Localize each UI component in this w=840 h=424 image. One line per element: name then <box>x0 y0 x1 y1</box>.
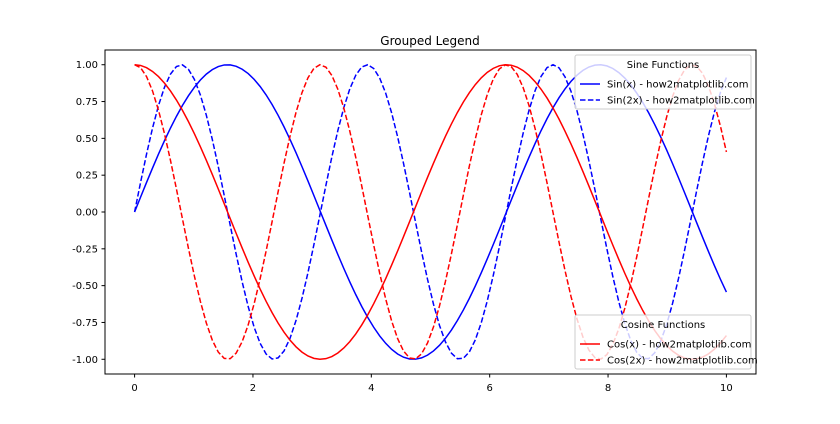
legend-box <box>574 314 752 370</box>
legend-entry-label: Sin(x) - how2matplotlib.com <box>607 80 749 91</box>
x-tick-label: 10 <box>720 383 733 394</box>
legend-title: Cosine Functions <box>621 320 706 331</box>
legend-sine: Sine Functions Sin(x) - how2matplotlib.co… <box>574 54 755 110</box>
legend-title: Sine Functions <box>627 60 700 71</box>
y-tick-label: 0.75 <box>76 97 98 108</box>
y-tick-label: 1.00 <box>76 60 98 71</box>
x-tick-label: 0 <box>131 383 137 394</box>
x-tick-label: 8 <box>605 383 611 394</box>
y-tick-label: -1.00 <box>72 355 98 366</box>
y-tick-label: 0.00 <box>76 208 98 219</box>
series-line-2 <box>134 63 727 361</box>
y-tick-label: 0.50 <box>76 134 98 145</box>
legend-entry-label: Cos(x) - how2matplotlib.com <box>607 340 751 351</box>
axes-frame <box>104 49 757 375</box>
series-line-3 <box>134 63 728 360</box>
x-tick-label: 2 <box>250 383 256 394</box>
chart-title: Grouped Legend <box>380 34 479 48</box>
y-tick-label: -0.75 <box>72 318 98 329</box>
legend-box <box>574 54 752 110</box>
x-tick-label: 6 <box>486 383 492 394</box>
legend-cosine: Cosine Functions Cos(x) - how2matplotlib.… <box>574 314 758 370</box>
x-tick-label: 4 <box>368 383 374 394</box>
legend-entry-label: Cos(2x) - how2matplotlib.com <box>607 356 758 367</box>
y-tick-label: -0.50 <box>72 281 98 292</box>
series-line-1 <box>133 63 728 360</box>
legend-entry-label: Sin(2x) - how2matplotlib.com <box>607 96 755 107</box>
y-tick-label: 0.25 <box>76 171 98 182</box>
y-tick-label: -0.25 <box>72 244 98 255</box>
